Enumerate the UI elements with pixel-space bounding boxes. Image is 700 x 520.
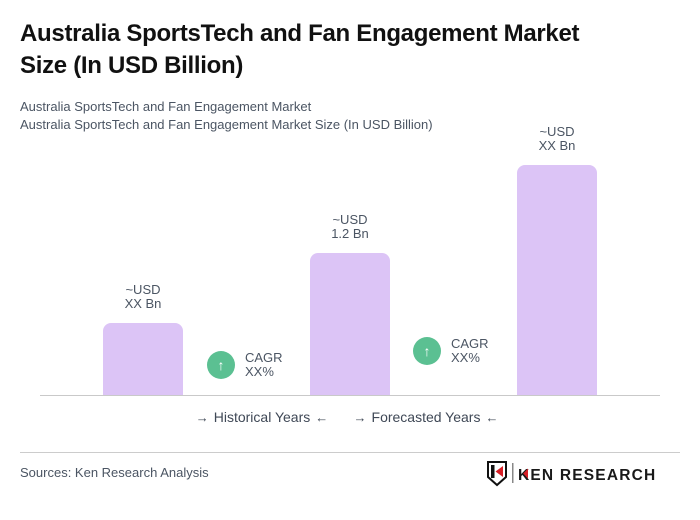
cagr-label-line2: XX%: [451, 350, 480, 365]
arrow-up-icon: ↑: [423, 343, 431, 359]
footer-divider: [20, 452, 680, 453]
ken-research-logo: KEN RESEARCH: [487, 461, 656, 487]
logo-k-accent: [523, 468, 528, 479]
bar-value-line2: 1.2 Bn: [331, 226, 369, 241]
cagr-label-line2: XX%: [245, 364, 274, 379]
arrow-up-icon: ↑: [217, 357, 225, 373]
bar-value-line1: ~USD: [125, 282, 161, 297]
page-title: Australia SportsTech and Fan Engagement …: [20, 18, 664, 82]
cagr-label: CAGR XX%: [245, 351, 283, 379]
bar-historical: [103, 323, 183, 395]
logo-separator: [512, 463, 514, 483]
cagr-annotation: ↑ CAGR XX%: [207, 351, 283, 379]
page-title-line1: Australia SportsTech and Fan Engagement …: [20, 20, 580, 47]
bar-value-line2: XX Bn: [124, 296, 162, 311]
cagr-label: CAGR XX%: [451, 337, 489, 365]
bar-forecast: [517, 165, 597, 395]
bar-value-label: ~USD XX Bn: [507, 125, 607, 153]
right-arrow-icon: →: [353, 410, 367, 425]
bar-chart: ~USD XX Bn ~USD 1.2 Bn ~USD XX Bn ↑ CAGR…: [40, 115, 660, 396]
ken-research-shield-icon: [487, 461, 507, 487]
chart-subtitle-line2: Australia SportsTech and Fan Engagement …: [20, 117, 433, 132]
cagr-up-badge: ↑: [207, 351, 235, 379]
left-arrow-icon: ←: [485, 410, 499, 425]
bar-value-line1: ~USD: [332, 212, 368, 227]
cagr-label-line1: CAGR: [451, 336, 489, 351]
cagr-annotation: ↑ CAGR XX%: [413, 337, 489, 365]
right-arrow-icon: →: [195, 410, 209, 425]
left-arrow-icon: ←: [315, 410, 329, 425]
bar-base-year: [310, 253, 390, 395]
bar-value-line1: ~USD: [539, 124, 575, 139]
bar-value-label: ~USD XX Bn: [93, 283, 193, 311]
x-axis-group-label: Forecasted Years: [371, 409, 481, 425]
x-axis-group-historical: → Historical Years ←: [191, 409, 334, 425]
logo-wordmark: KEN RESEARCH: [518, 467, 656, 484]
bar-value-line2: XX Bn: [538, 138, 576, 153]
page-title-line2: Size (In USD Billion): [20, 52, 244, 79]
cagr-up-badge: ↑: [413, 337, 441, 365]
x-axis-group-forecasted: → Forecasted Years ←: [349, 409, 504, 425]
bar-value-label: ~USD 1.2 Bn: [300, 213, 400, 241]
sources-note: Sources: Ken Research Analysis: [20, 465, 209, 480]
chart-subtitle: Australia SportsTech and Fan Engagement …: [20, 98, 433, 134]
x-axis-group-label: Historical Years: [213, 409, 311, 425]
cagr-label-line1: CAGR: [245, 350, 283, 365]
chart-subtitle-line1: Australia SportsTech and Fan Engagement …: [20, 99, 312, 114]
